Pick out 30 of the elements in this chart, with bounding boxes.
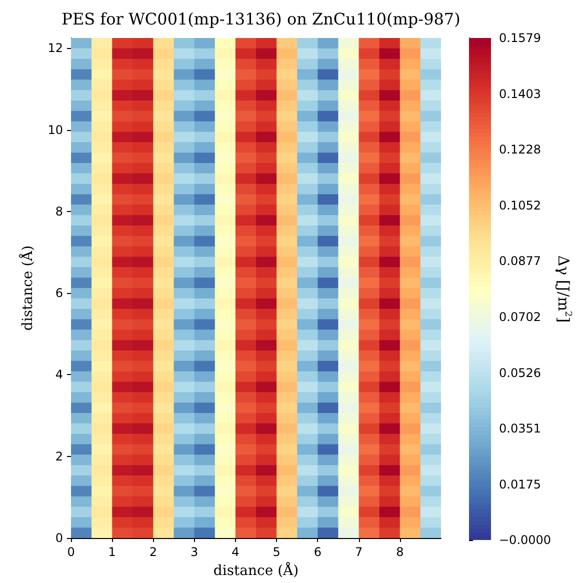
- x-tick-label: 5: [272, 545, 280, 559]
- x-tick-label: 7: [354, 545, 363, 559]
- y-tick-label: 12: [48, 41, 63, 56]
- color-bar-label: 0.0702: [499, 310, 541, 324]
- color-bar-label: 0.1052: [499, 198, 541, 213]
- x-tick-label: 3: [190, 545, 198, 559]
- color-bar-label: 0.1579: [499, 31, 541, 45]
- x-tick-label: 4: [232, 545, 240, 559]
- y-axis-title: distance (Å): [19, 245, 36, 331]
- x-tick-label: 0: [67, 545, 75, 559]
- color-bar-label: 0.0175: [499, 477, 541, 492]
- y-tick-label: 2: [55, 449, 63, 464]
- x-tick-label: 8: [396, 545, 404, 559]
- x-tick-label: 1: [108, 545, 116, 559]
- x-tick-label: 2: [149, 545, 158, 559]
- color-bar-label: −0.0000: [499, 533, 552, 547]
- y-tick-label: 4: [55, 368, 63, 382]
- color-bar-title: Δγ [J/m2]: [554, 255, 572, 323]
- color-bar-label: 0.0877: [499, 254, 541, 268]
- color-bar-label: 0.1228: [499, 142, 541, 157]
- y-tick-label: 0: [55, 531, 63, 545]
- x-axis-title: distance (Å): [213, 562, 299, 579]
- y-tick-label: 8: [55, 204, 63, 218]
- y-tick-label: 10: [48, 122, 63, 137]
- x-tick-label: 6: [314, 545, 322, 559]
- chart-title: PES for WC001(mp-13136) on ZnCu110(mp-987): [62, 10, 460, 28]
- color-bar-label: 0.0351: [499, 421, 541, 436]
- color-bar-label: 0.1403: [499, 86, 541, 101]
- y-tick-label: 6: [55, 286, 63, 300]
- color-bar-label: 0.0526: [499, 366, 541, 380]
